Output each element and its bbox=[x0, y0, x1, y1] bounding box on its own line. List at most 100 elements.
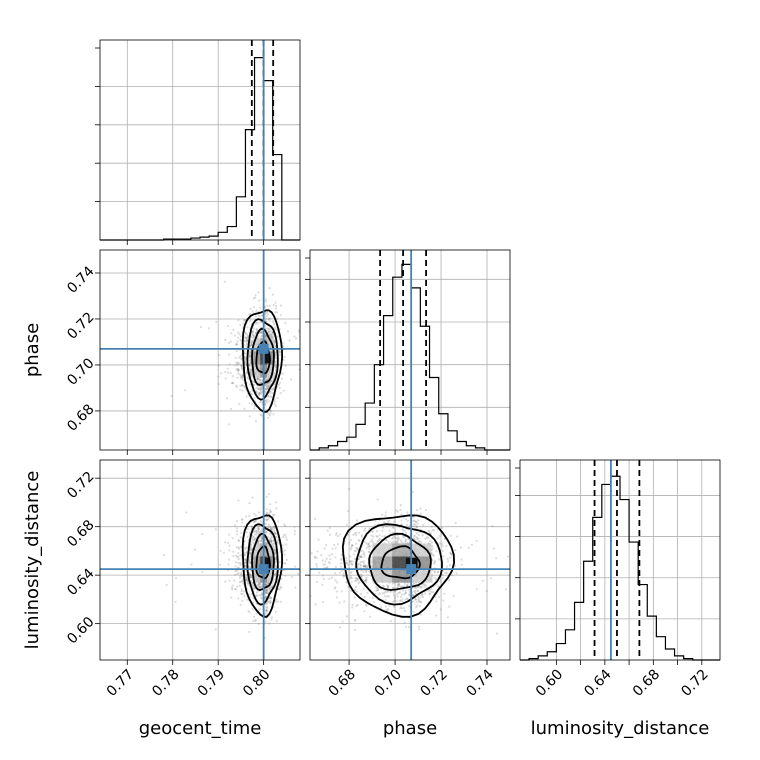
scatter-point bbox=[249, 358, 252, 362]
scatter-point bbox=[431, 559, 434, 562]
scatter-point bbox=[259, 593, 262, 597]
scatter-point bbox=[245, 338, 249, 342]
scatter-point bbox=[265, 583, 268, 586]
scatter-point bbox=[369, 561, 373, 564]
scatter-point bbox=[351, 560, 354, 563]
scatter-point bbox=[271, 331, 274, 334]
scatter-point bbox=[264, 583, 267, 586]
scatter-point bbox=[366, 592, 369, 595]
scatter-point bbox=[254, 420, 258, 423]
scatter-point bbox=[255, 530, 258, 533]
scatter-point bbox=[369, 559, 373, 562]
scatter-point bbox=[264, 312, 267, 315]
scatter-point bbox=[244, 565, 247, 568]
x-tick-label: 0.68 bbox=[630, 666, 663, 699]
scatter-point bbox=[265, 384, 268, 387]
scatter-point bbox=[254, 537, 257, 540]
scatter-point bbox=[441, 549, 444, 552]
scatter-point bbox=[415, 525, 418, 528]
scatter-point bbox=[268, 588, 271, 591]
scatter-point bbox=[439, 580, 442, 583]
scatter-point bbox=[446, 565, 449, 568]
scatter-point bbox=[239, 324, 242, 327]
scatter-point bbox=[320, 554, 323, 557]
scatter-point bbox=[273, 400, 276, 403]
scatter-point bbox=[265, 327, 268, 330]
scatter-point bbox=[459, 546, 462, 549]
y-tick-label: 0.72 bbox=[64, 309, 97, 342]
scatter-point bbox=[397, 537, 400, 540]
scatter-point bbox=[267, 493, 270, 496]
scatter-point bbox=[235, 569, 238, 572]
scatter-point bbox=[245, 579, 248, 582]
scatter-point bbox=[384, 598, 387, 602]
scatter-point bbox=[491, 525, 494, 528]
scatter-point bbox=[272, 320, 275, 323]
scatter-point bbox=[238, 356, 241, 359]
scatter-point bbox=[227, 563, 230, 566]
scatter-point bbox=[272, 388, 275, 391]
scatter-point bbox=[385, 595, 389, 598]
scatter-point bbox=[238, 402, 241, 406]
scatter-point bbox=[259, 539, 262, 542]
scatter-point bbox=[273, 525, 276, 529]
scatter-point bbox=[396, 540, 399, 544]
scatter-point bbox=[249, 355, 252, 358]
scatter-point bbox=[240, 531, 243, 534]
scatter-point bbox=[268, 537, 271, 540]
scatter-point bbox=[227, 341, 230, 345]
scatter-point bbox=[264, 335, 267, 338]
scatter-point bbox=[257, 531, 261, 534]
scatter-point bbox=[232, 382, 235, 385]
scatter-point bbox=[257, 291, 260, 294]
scatter-point bbox=[412, 524, 415, 528]
scatter-point bbox=[412, 611, 415, 614]
scatter-point bbox=[293, 335, 296, 338]
scatter-point bbox=[269, 597, 272, 600]
scatter-point bbox=[367, 542, 370, 545]
scatter-point bbox=[184, 389, 187, 392]
scatter-point bbox=[329, 558, 332, 561]
scatter-point bbox=[245, 578, 248, 582]
scatter-point bbox=[350, 538, 353, 541]
scatter-point bbox=[293, 533, 296, 536]
scatter-point bbox=[449, 564, 452, 567]
scatter-point bbox=[336, 535, 340, 538]
histogram-panel-luminosity_distance: 0.60 0.64 0.68 0.72 luminosity_distance bbox=[515, 459, 721, 739]
scatter-point bbox=[252, 297, 255, 300]
scatter-point bbox=[269, 510, 272, 513]
scatter-point bbox=[272, 304, 275, 307]
scatter-point bbox=[433, 570, 436, 573]
scatter-point bbox=[225, 397, 229, 400]
scatter-point bbox=[270, 396, 273, 399]
truth-marker bbox=[258, 343, 269, 354]
scatter-point bbox=[425, 584, 428, 587]
scatter-point bbox=[411, 490, 414, 493]
scatter-point bbox=[264, 403, 267, 406]
scatter-point bbox=[358, 531, 361, 534]
scatter-point bbox=[264, 541, 267, 544]
scatter-point bbox=[266, 327, 269, 330]
scatter-point bbox=[249, 575, 252, 578]
scatter-point bbox=[442, 599, 445, 602]
scatter-point bbox=[351, 606, 354, 609]
scatter-point bbox=[269, 537, 272, 541]
scatter-point bbox=[264, 583, 267, 586]
scatter-point bbox=[264, 531, 267, 534]
scatter-point bbox=[418, 540, 421, 543]
scatter-point bbox=[403, 609, 406, 613]
scatter-point bbox=[362, 553, 365, 556]
scatter-point bbox=[234, 569, 237, 573]
scatter-point bbox=[401, 598, 404, 601]
scatter-point bbox=[250, 576, 253, 579]
scatter-point bbox=[269, 600, 272, 603]
scatter-point bbox=[362, 587, 365, 590]
scatter-point bbox=[340, 562, 343, 565]
scatter-point bbox=[258, 378, 261, 381]
scatter-point bbox=[266, 535, 269, 538]
scatter-point bbox=[391, 531, 394, 534]
scatter-point bbox=[257, 528, 260, 531]
scatter-point bbox=[264, 325, 267, 328]
scatter-point bbox=[257, 541, 260, 544]
scatter-point bbox=[280, 313, 283, 316]
